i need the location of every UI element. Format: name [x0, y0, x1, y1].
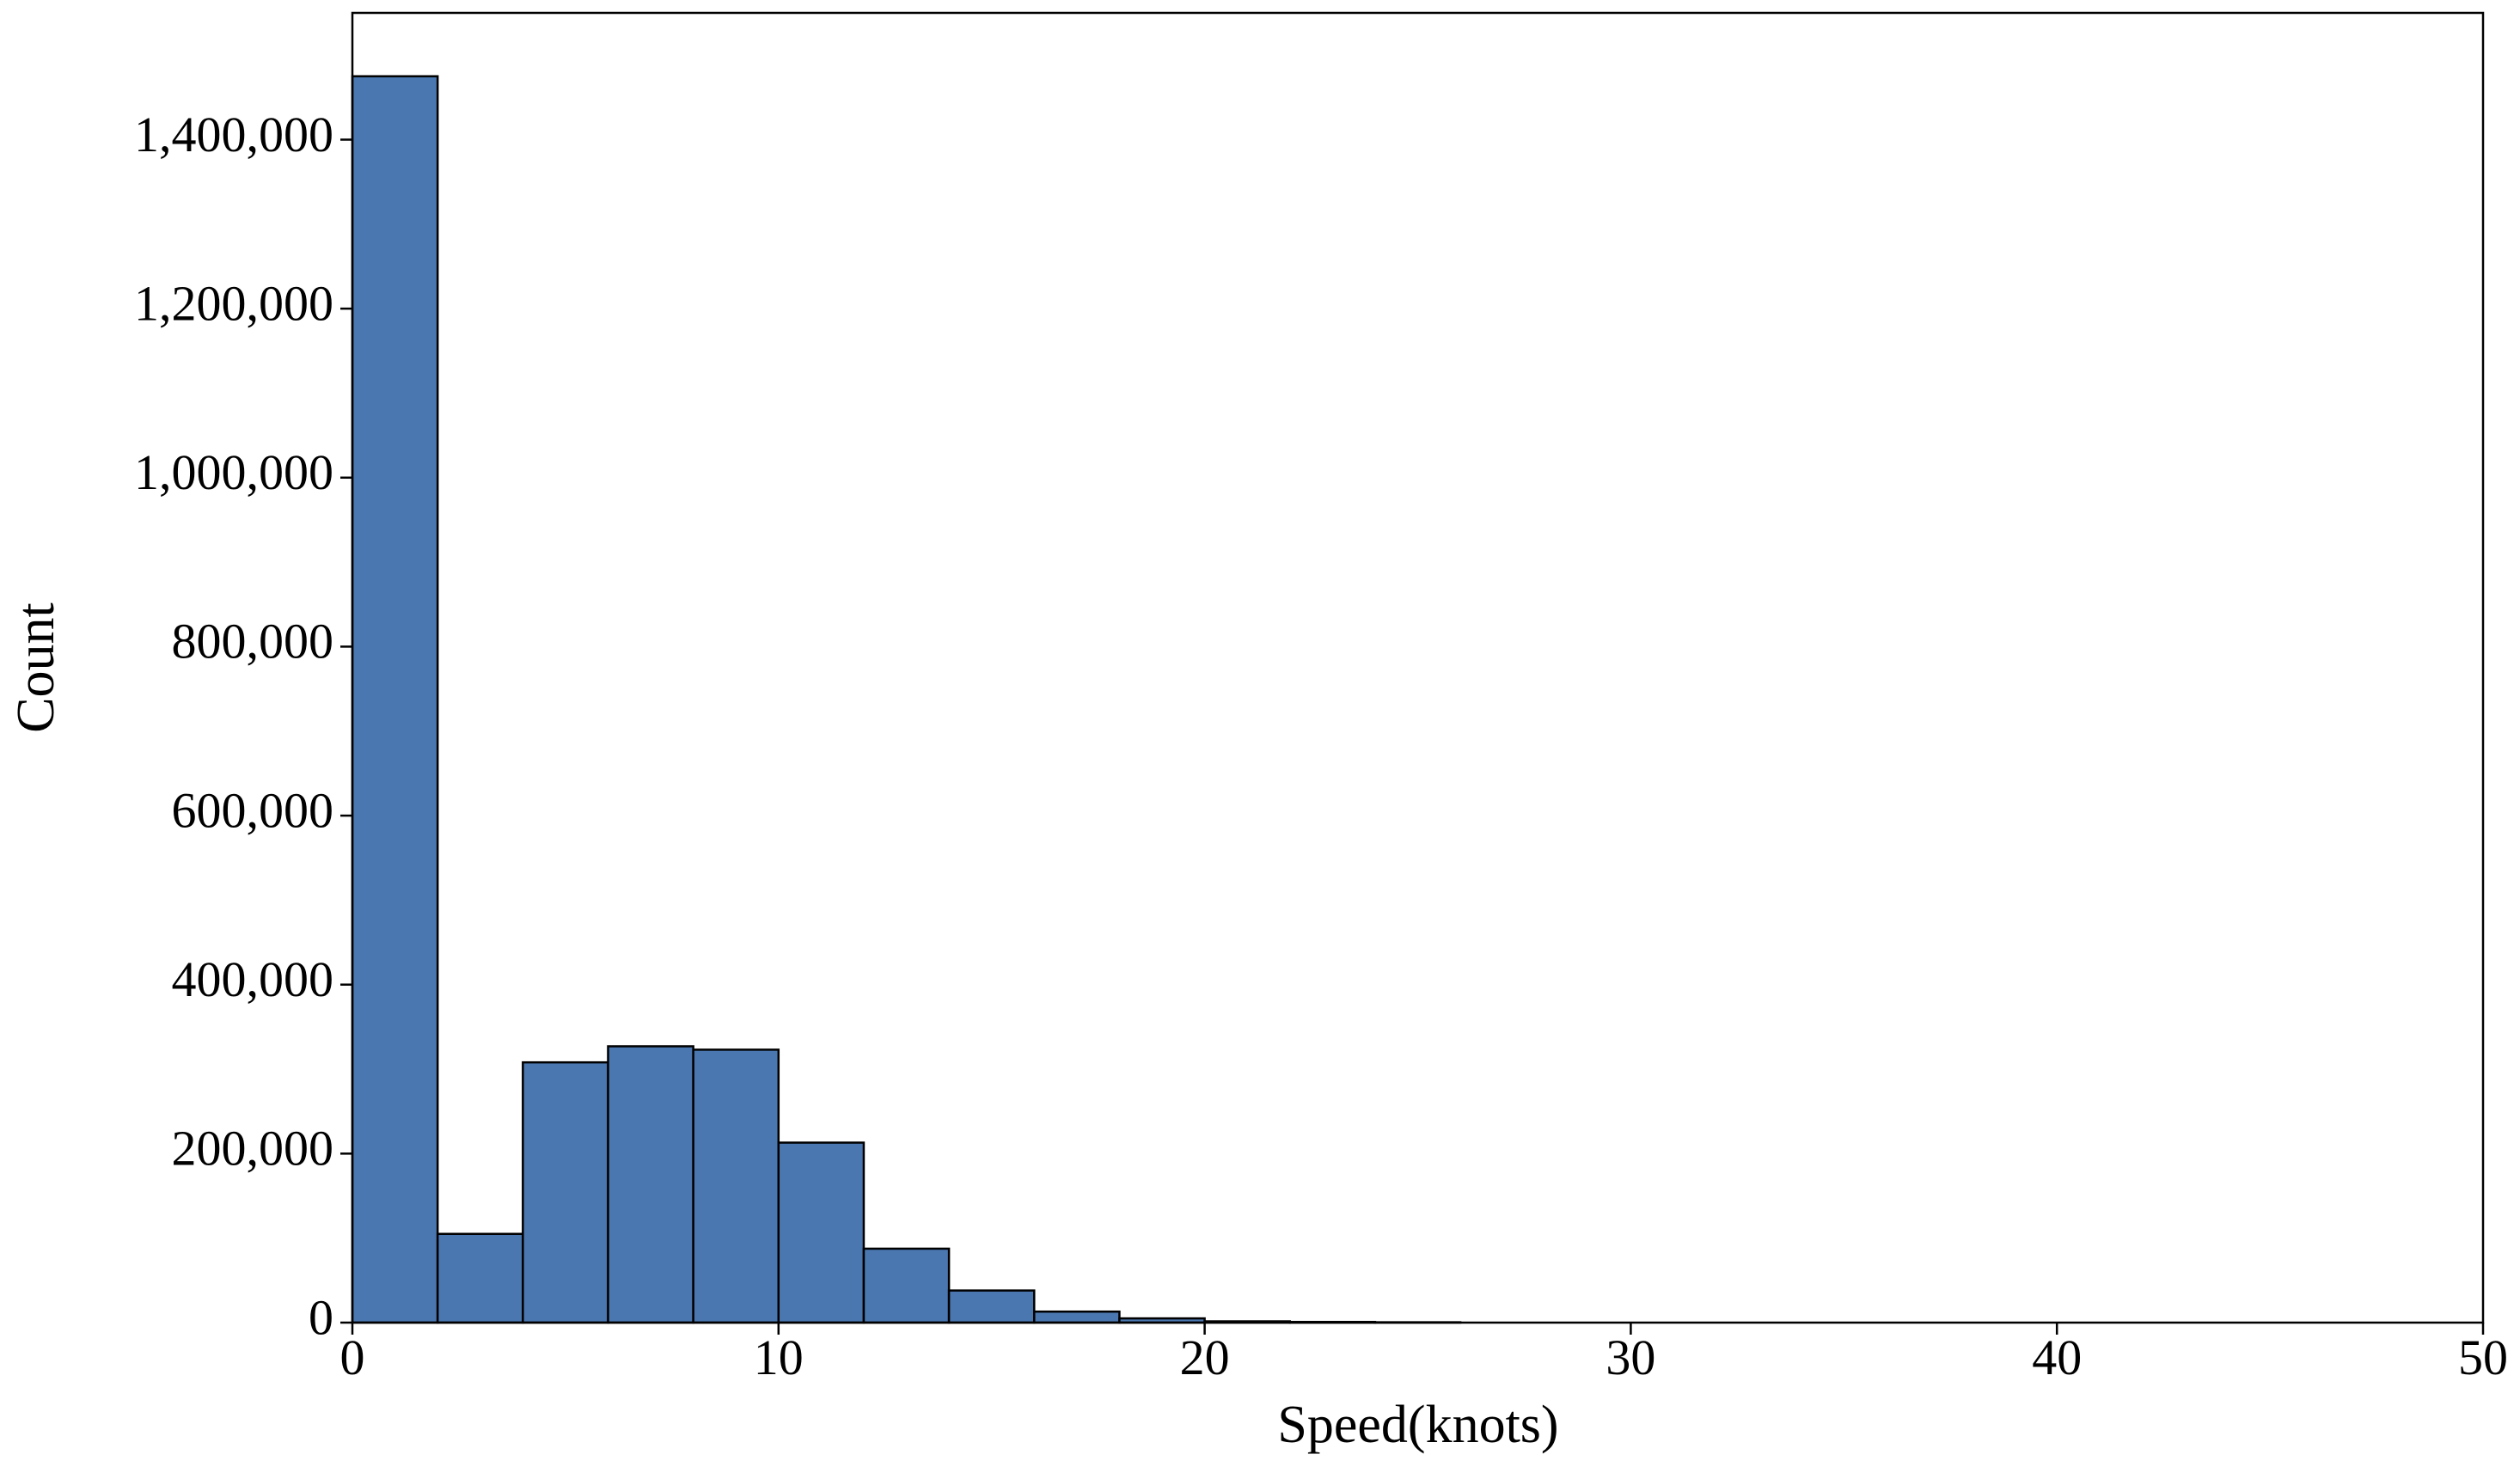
- y-tick-label: 400,000: [172, 951, 334, 1007]
- bar: [351, 75, 439, 1324]
- y-tick-label: 0: [309, 1289, 333, 1345]
- y-tick-label: 1,000,000: [134, 444, 333, 500]
- x-tick-label: 40: [2032, 1329, 2082, 1385]
- bar: [692, 1048, 780, 1324]
- x-tick-label: 20: [1180, 1329, 1230, 1385]
- bar: [947, 1289, 1036, 1324]
- y-axis-label: Count: [7, 602, 65, 733]
- x-tick-label: 50: [2458, 1329, 2508, 1385]
- bar: [436, 1232, 524, 1324]
- y-tick-label: 600,000: [172, 782, 334, 838]
- bar: [607, 1045, 694, 1324]
- x-axis-label: Speed(knots): [1277, 1396, 1558, 1454]
- y-tick-label: 800,000: [172, 614, 334, 669]
- bar: [862, 1247, 951, 1324]
- x-tick-label: 30: [1606, 1329, 1655, 1385]
- bar: [522, 1060, 609, 1324]
- y-tick-label: 1,200,000: [134, 275, 333, 331]
- x-tick-label: 0: [340, 1329, 365, 1385]
- y-tick-label: 1,400,000: [134, 107, 333, 162]
- y-tick-label: 200,000: [172, 1121, 334, 1177]
- x-tick-label: 10: [754, 1329, 804, 1385]
- bar: [1033, 1310, 1121, 1324]
- bar: [777, 1141, 865, 1324]
- plot-frame: [351, 11, 2485, 1324]
